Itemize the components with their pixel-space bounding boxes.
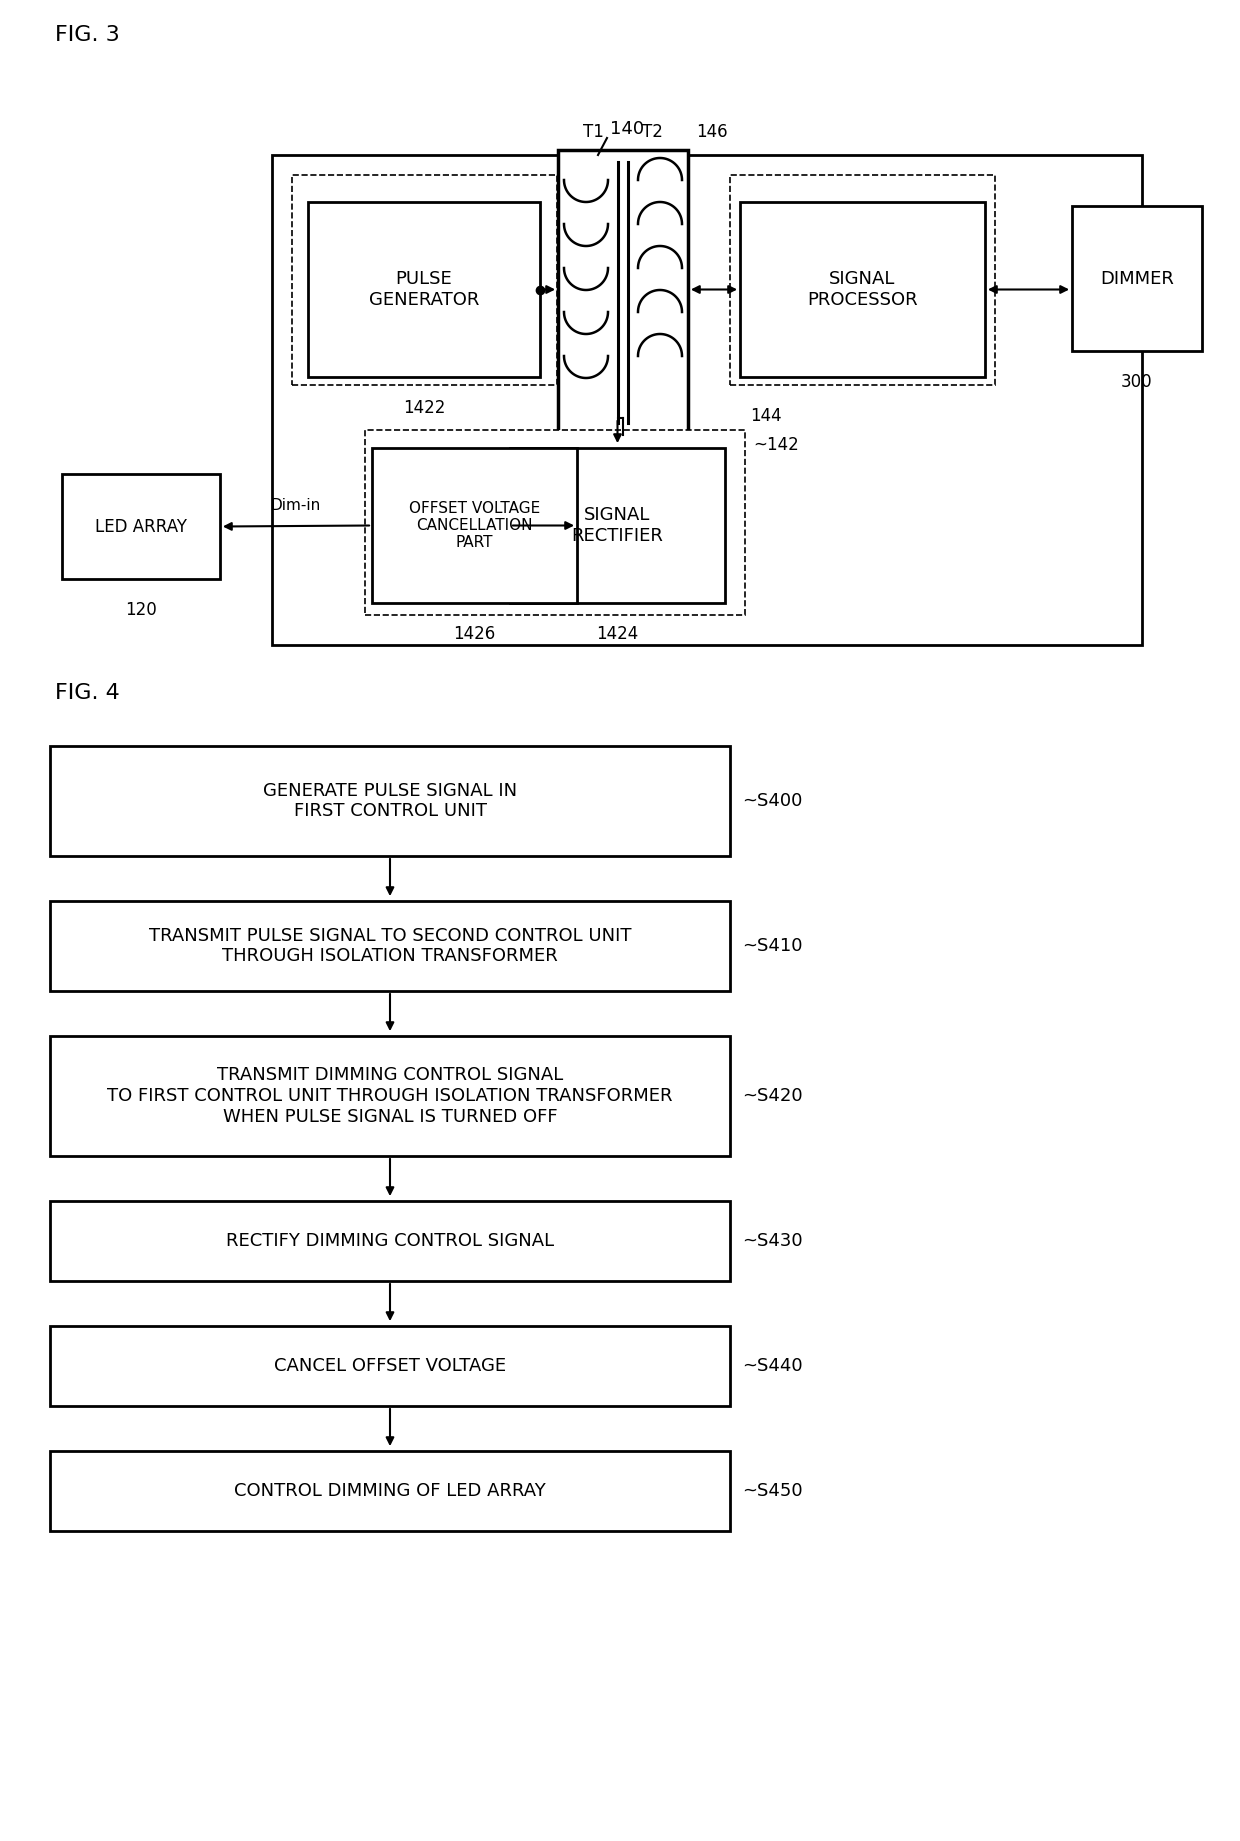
Text: 1422: 1422 <box>403 399 445 418</box>
FancyBboxPatch shape <box>62 473 219 580</box>
Text: LED ARRAY: LED ARRAY <box>95 517 187 536</box>
Text: 300: 300 <box>1121 374 1153 390</box>
FancyBboxPatch shape <box>50 1451 730 1532</box>
FancyBboxPatch shape <box>730 175 994 385</box>
FancyBboxPatch shape <box>740 203 985 377</box>
Text: 146: 146 <box>696 123 728 142</box>
FancyBboxPatch shape <box>308 203 539 377</box>
Text: T1: T1 <box>583 123 604 142</box>
FancyBboxPatch shape <box>50 746 730 856</box>
Text: SIGNAL
RECTIFIER: SIGNAL RECTIFIER <box>572 506 663 545</box>
FancyBboxPatch shape <box>1073 206 1202 352</box>
Text: 120: 120 <box>125 600 157 619</box>
Text: ~142: ~142 <box>753 436 799 455</box>
Text: ~S420: ~S420 <box>742 1086 802 1105</box>
FancyBboxPatch shape <box>291 175 557 385</box>
Text: ~S400: ~S400 <box>742 792 802 810</box>
FancyBboxPatch shape <box>50 1036 730 1156</box>
FancyBboxPatch shape <box>510 447 725 604</box>
Text: DIMMER: DIMMER <box>1100 269 1174 287</box>
Text: Dim-in: Dim-in <box>270 497 321 512</box>
Text: 1426: 1426 <box>454 624 496 643</box>
Text: TRANSMIT PULSE SIGNAL TO SECOND CONTROL UNIT
THROUGH ISOLATION TRANSFORMER: TRANSMIT PULSE SIGNAL TO SECOND CONTROL … <box>149 926 631 965</box>
Text: SIGNAL
PROCESSOR: SIGNAL PROCESSOR <box>807 271 918 309</box>
Text: T2: T2 <box>642 123 663 142</box>
Text: RECTIFY DIMMING CONTROL SIGNAL: RECTIFY DIMMING CONTROL SIGNAL <box>226 1232 554 1250</box>
FancyBboxPatch shape <box>372 447 577 604</box>
Text: GENERATE PULSE SIGNAL IN
FIRST CONTROL UNIT: GENERATE PULSE SIGNAL IN FIRST CONTROL U… <box>263 782 517 821</box>
Text: CONTROL DIMMING OF LED ARRAY: CONTROL DIMMING OF LED ARRAY <box>234 1482 546 1500</box>
Text: ~S440: ~S440 <box>742 1357 802 1375</box>
FancyBboxPatch shape <box>365 431 745 615</box>
Text: PULSE
GENERATOR: PULSE GENERATOR <box>368 271 479 309</box>
Text: FIG. 3: FIG. 3 <box>55 26 120 44</box>
Text: 144: 144 <box>750 407 781 425</box>
FancyBboxPatch shape <box>558 149 688 434</box>
Text: 140: 140 <box>610 120 644 138</box>
Text: CANCEL OFFSET VOLTAGE: CANCEL OFFSET VOLTAGE <box>274 1357 506 1375</box>
Text: TRANSMIT DIMMING CONTROL SIGNAL
TO FIRST CONTROL UNIT THROUGH ISOLATION TRANSFOR: TRANSMIT DIMMING CONTROL SIGNAL TO FIRST… <box>107 1066 673 1127</box>
FancyBboxPatch shape <box>50 1200 730 1281</box>
Text: 1424: 1424 <box>596 624 639 643</box>
FancyBboxPatch shape <box>50 1326 730 1407</box>
Text: ~S450: ~S450 <box>742 1482 802 1500</box>
Text: OFFSET VOLTAGE
CANCELLATION
PART: OFFSET VOLTAGE CANCELLATION PART <box>409 501 541 550</box>
Text: ~S430: ~S430 <box>742 1232 802 1250</box>
FancyBboxPatch shape <box>50 900 730 990</box>
Text: FIG. 4: FIG. 4 <box>55 683 120 703</box>
Text: ~S410: ~S410 <box>742 937 802 955</box>
FancyBboxPatch shape <box>272 155 1142 644</box>
